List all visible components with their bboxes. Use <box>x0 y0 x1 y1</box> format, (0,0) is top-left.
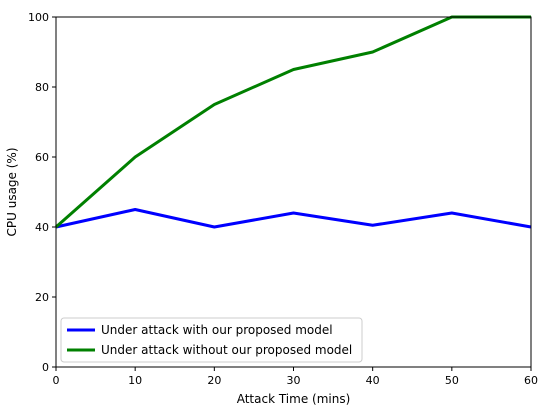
legend-label-without-model: Under attack without our proposed model <box>101 343 352 357</box>
y-axis-ticks: 0 20 40 60 80 100 <box>28 11 56 374</box>
x-axis-ticks: 0 10 20 30 40 50 60 <box>53 367 538 387</box>
x-tick-label: 30 <box>287 374 301 387</box>
series-line-without-model <box>55 15 531 229</box>
plot-area-frame <box>55 16 532 368</box>
legend: Under attack with our proposed model Und… <box>60 317 363 363</box>
x-tick-label: 60 <box>524 374 538 387</box>
x-axis-label: Attack Time (mins) <box>237 392 351 406</box>
y-axis-label: CPU usage (%) <box>5 147 19 236</box>
y-tick-label: 40 <box>35 221 49 234</box>
legend-box <box>60 317 363 363</box>
x-tick-label: 50 <box>445 374 459 387</box>
series-lines <box>55 15 532 229</box>
x-tick-label: 20 <box>207 374 221 387</box>
x-tick-label: 10 <box>128 374 142 387</box>
legend-label-with-model: Under attack with our proposed model <box>101 323 333 337</box>
series-line-with-model <box>55 208 532 229</box>
legend-entry-without-model: Under attack without our proposed model <box>67 343 352 357</box>
x-tick-label: 0 <box>53 374 60 387</box>
legend-entry-with-model: Under attack with our proposed model <box>67 323 333 337</box>
y-tick-label: 20 <box>35 291 49 304</box>
y-tick-label: 80 <box>35 81 49 94</box>
y-tick-label: 60 <box>35 151 49 164</box>
x-tick-label: 40 <box>366 374 380 387</box>
y-tick-label: 100 <box>28 11 49 24</box>
y-tick-label: 0 <box>42 361 49 374</box>
